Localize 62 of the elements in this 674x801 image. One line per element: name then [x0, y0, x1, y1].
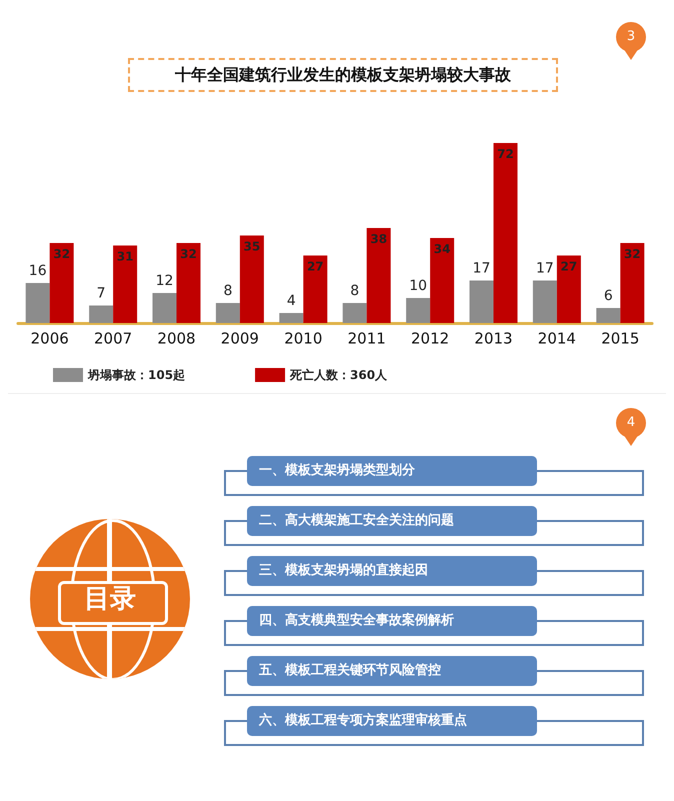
data-label: 35 — [244, 240, 260, 254]
bar — [176, 243, 200, 323]
data-label: 34 — [434, 242, 450, 256]
text: 二、高大模架施工安全关注的问题 — [247, 506, 537, 536]
data-label: 32 — [624, 247, 641, 261]
legend-label: 坍塌事故：105起 — [87, 368, 186, 382]
bar — [303, 256, 328, 323]
x-tick-label: 2014 — [538, 330, 576, 348]
text: 五、模板工程关键环节风险管控 — [247, 656, 537, 686]
legend-label: 死亡人数：360人 — [289, 368, 388, 382]
bar — [430, 238, 454, 323]
text: 六、模板工程专项方案监理审核重点 — [247, 706, 537, 736]
bar — [556, 256, 581, 323]
text: 四、高支模典型安全事故案例解析 — [247, 606, 537, 636]
text: 目录 — [83, 583, 137, 616]
text: 一、模板支架坍塌类型划分 — [247, 456, 537, 486]
data-label: 16 — [28, 263, 47, 279]
x-tick-label: 2012 — [411, 330, 450, 348]
data-label: 6 — [604, 288, 613, 304]
data-label: 7 — [96, 286, 106, 302]
data-label: 8 — [223, 283, 232, 299]
x-tick-label: 2009 — [220, 330, 259, 348]
bar — [406, 298, 430, 323]
data-label: 27 — [560, 260, 578, 274]
data-label: 4 — [286, 293, 296, 309]
bar — [342, 303, 367, 323]
x-tick-label: 2011 — [348, 330, 386, 348]
data-label: 17 — [536, 260, 554, 276]
chart-title: 十年全国建筑行业发生的模板支架坍塌较大事故 — [128, 58, 558, 92]
bar — [366, 228, 391, 323]
bar — [620, 243, 644, 323]
x-tick-label: 2013 — [474, 330, 513, 348]
bar — [494, 143, 518, 323]
bar — [89, 306, 114, 323]
bar — [152, 293, 176, 323]
data-label: 32 — [180, 247, 197, 261]
bar — [596, 308, 620, 323]
x-tick-label: 2008 — [157, 330, 196, 348]
bar — [240, 236, 264, 323]
bar — [279, 313, 304, 323]
bar — [50, 243, 74, 323]
data-label: 17 — [472, 260, 490, 276]
text: 3 — [626, 29, 636, 44]
data-label: 12 — [156, 273, 174, 289]
data-label: 31 — [116, 250, 134, 264]
text: 三、模板支架坍塌的直接起因 — [247, 556, 537, 586]
bar — [216, 303, 240, 323]
x-tick-label: 2007 — [94, 330, 132, 348]
x-tick-label: 2006 — [30, 330, 69, 348]
data-label: 72 — [497, 147, 514, 161]
x-tick-label: 2015 — [601, 330, 640, 348]
data-label: 10 — [409, 278, 428, 294]
data-label: 32 — [53, 247, 70, 261]
data-label: 8 — [350, 283, 360, 299]
x-tick-label: 2010 — [284, 330, 322, 348]
bar — [470, 280, 494, 323]
bar — [26, 283, 50, 323]
bar — [113, 246, 138, 323]
text: 4 — [626, 415, 636, 430]
data-label: 27 — [306, 260, 324, 274]
data-label: 38 — [370, 232, 388, 246]
bar — [532, 280, 557, 323]
